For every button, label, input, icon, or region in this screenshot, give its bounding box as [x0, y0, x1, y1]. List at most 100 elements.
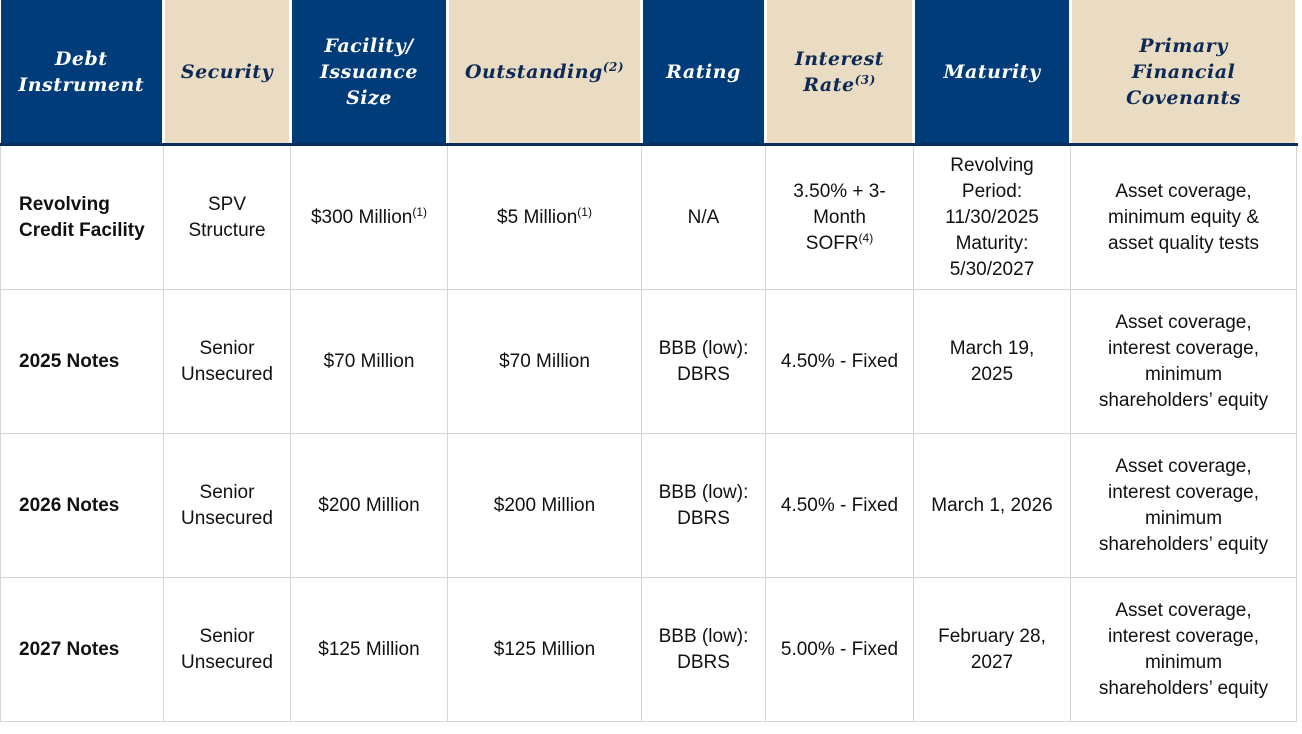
cell-text: Asset coverage, [1115, 599, 1252, 621]
cell-line: Rating [649, 59, 758, 85]
cell-line: $70 Million [297, 349, 441, 375]
table-row: 2027 Notes Senior Unsecured $125 Million $12… [0, 577, 1297, 722]
table-cell: 4.50% - Fixed [765, 289, 914, 434]
cell-line: shareholders’ equity [1077, 532, 1290, 558]
cell-text: Asset coverage, [1115, 311, 1252, 333]
cell-text: DBRS [677, 363, 730, 385]
cell-line: Facility/ [298, 33, 440, 59]
table-cell: $200 Million [290, 433, 448, 578]
cell-line: Maturity [921, 59, 1063, 85]
cell-text: shareholders’ equity [1098, 533, 1269, 555]
table-cell: Asset coverage, interest coverage, minimum… [1070, 577, 1297, 722]
cell-text: Security [180, 60, 274, 83]
table-cell: Senior Unsecured [163, 433, 291, 578]
table-cell: $200 Million [447, 433, 642, 578]
cell-line: $70 Million [454, 349, 635, 375]
cell-line: BBB (low): [648, 336, 759, 362]
cell-line: Asset coverage, [1077, 598, 1290, 624]
cell-text: $200 Million [493, 494, 596, 516]
cell-text: minimum [1144, 651, 1223, 673]
footnote-ref: (3) [854, 72, 876, 87]
cell-text: interest coverage, [1107, 625, 1260, 647]
table-cell: 5.00% - Fixed [765, 577, 914, 722]
cell-text: interest coverage, [1107, 481, 1260, 503]
cell-line: Structure [170, 218, 284, 244]
cell-line: Size [298, 85, 440, 111]
cell-text: 11/30/2025 [945, 206, 1039, 228]
cell-line: 2025 [920, 362, 1064, 388]
cell-text: shareholders’ equity [1098, 389, 1269, 411]
table-cell: $125 Million [447, 577, 642, 722]
cell-line: Security [171, 59, 283, 85]
cell-line: interest coverage, [1077, 624, 1290, 650]
cell-line: DBRS [648, 650, 759, 676]
header-cell: Rating [641, 0, 767, 146]
cell-line: 11/30/2025 [920, 205, 1064, 231]
cell-text: N/A [687, 206, 720, 228]
cell-line: 5.00% - Fixed [772, 637, 907, 663]
header-cell: Maturity [913, 0, 1072, 146]
cell-text: Senior [199, 337, 255, 359]
cell-line: Financial [1078, 59, 1289, 85]
table-cell: March 19, 2025 [913, 289, 1071, 434]
table-body: Revolving Credit Facility SPV Structure $300… [0, 144, 1297, 722]
cell-text: 5.00% - Fixed [780, 638, 899, 660]
cell-line: Maturity: [920, 231, 1064, 257]
cell-line: Credit Facility [19, 218, 157, 244]
table-row: 2025 Notes Senior Unsecured $70 Million $70 … [0, 289, 1297, 434]
cell-text: SPV [207, 193, 247, 215]
header-row: Debt Instrument Security Facility/Issuance S… [0, 0, 1298, 146]
cell-line: Interest [773, 46, 906, 72]
cell-line: Outstanding(2) [455, 59, 634, 85]
cell-text: 2027 [970, 651, 1014, 673]
cell-text: Senior [199, 625, 255, 647]
table-cell: $125 Million [290, 577, 448, 722]
footnote-ref: (1) [412, 204, 428, 219]
cell-line: 5/30/2027 [920, 257, 1064, 283]
cell-line: Instrument [7, 72, 157, 98]
table-cell: $70 Million [290, 289, 448, 434]
cell-text: $125 Million [318, 638, 420, 660]
cell-text: 5/30/2027 [949, 258, 1035, 280]
cell-line: minimum [1077, 362, 1290, 388]
cell-text: Primary [1139, 34, 1228, 57]
cell-line: N/A [648, 205, 759, 231]
cell-line: Issuance [298, 59, 440, 85]
cell-text: Unsecured [181, 651, 273, 673]
cell-line: $125 Million [454, 637, 635, 663]
cell-text: Financial [1131, 60, 1236, 83]
cell-text: BBB (low): [658, 337, 749, 359]
cell-line: minimum [1077, 650, 1290, 676]
cell-text: 4.50% - Fixed [780, 494, 899, 516]
table-cell: Senior Unsecured [163, 289, 291, 434]
cell-line: Revolving [19, 192, 157, 218]
cell-text: Outstanding [464, 60, 603, 83]
cell-text: 2026 Notes [19, 494, 120, 516]
cell-line: Rate(3) [773, 72, 906, 98]
cell-line: minimum equity & [1077, 205, 1290, 231]
cell-text: Maturity: [955, 232, 1029, 254]
cell-text: Issuance [320, 60, 418, 83]
cell-text: Maturity [943, 60, 1041, 83]
cell-text: 2025 [970, 363, 1014, 385]
cell-text: minimum equity & [1108, 206, 1259, 228]
cell-text: minimum [1144, 507, 1223, 529]
cell-text: DBRS [677, 651, 730, 673]
header-cell: Facility/Issuance Size [290, 0, 449, 146]
header-cell: Debt Instrument [0, 0, 165, 146]
table-cell: BBB (low): DBRS [641, 577, 766, 722]
cell-line: 3.50% + 3- [772, 179, 907, 205]
table-row: Revolving Credit Facility SPV Structure $300… [0, 144, 1297, 290]
cell-text: February 28, [938, 625, 1046, 647]
cell-text: Rating [666, 60, 741, 83]
cell-line: Asset coverage, [1077, 310, 1290, 336]
table-cell: SPV Structure [163, 144, 291, 290]
header-cell: Interest Rate(3) [765, 0, 915, 146]
cell-line: $300 Million(1) [297, 205, 441, 231]
cell-line: Senior [170, 624, 284, 650]
table-cell: 2026 Notes [0, 433, 164, 578]
cell-line: 4.50% - Fixed [772, 493, 907, 519]
cell-line: Unsecured [170, 362, 284, 388]
